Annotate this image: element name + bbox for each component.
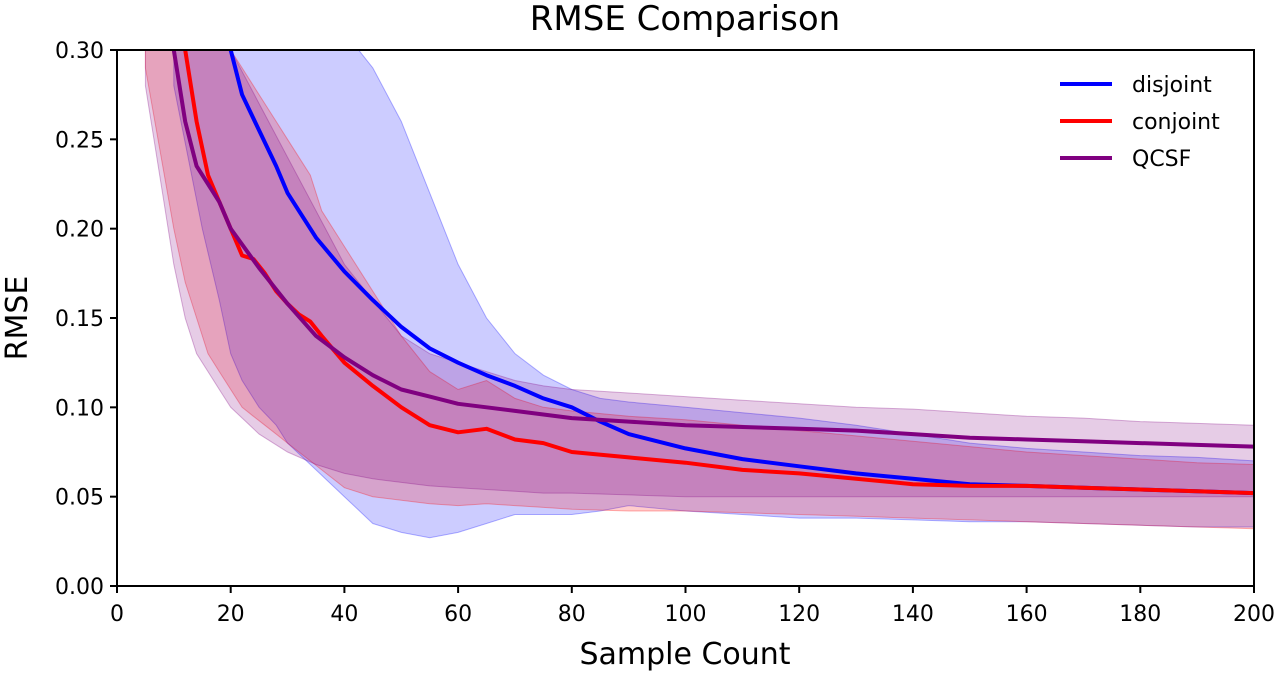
band-conjoint [144, 50, 1254, 530]
y-tick-label: 0.20 [55, 218, 104, 243]
uncertainty-bands [144, 50, 1254, 539]
chart-title: RMSE Comparison [530, 0, 840, 39]
y-tick-label: 0.10 [55, 396, 104, 421]
x-tick-label: 40 [330, 602, 358, 627]
legend-label-qcsf: QCSF [1132, 147, 1191, 172]
x-tick-label: 160 [1006, 602, 1048, 627]
x-tick-label: 60 [444, 602, 472, 627]
band-qcsf [144, 50, 1254, 498]
x-tick-label: 80 [558, 602, 586, 627]
legend-label-conjoint: conjoint [1132, 110, 1220, 135]
x-tick-label: 140 [892, 602, 934, 627]
x-tick-label: 200 [1233, 602, 1275, 627]
x-tick-label: 180 [1119, 602, 1161, 627]
x-tick-label: 100 [665, 602, 707, 627]
x-axis: 0 20 40 60 80 100 120 140 160 180 200 [110, 586, 1275, 627]
x-tick-label: 0 [110, 602, 124, 627]
line-qcsf [171, 50, 1254, 449]
y-tick-label: 0.30 [55, 39, 104, 64]
y-tick-label: 0.05 [55, 486, 104, 511]
y-tick-label: 0.25 [55, 128, 104, 153]
y-axis-label: RMSE [0, 276, 35, 361]
legend-label-disjoint: disjoint [1132, 73, 1212, 98]
y-axis: 0.00 0.05 0.10 0.15 0.20 0.25 0.30 [55, 39, 117, 600]
y-tick-label: 0.00 [55, 575, 104, 600]
x-tick-label: 120 [778, 602, 820, 627]
legend: disjoint conjoint QCSF [1060, 73, 1220, 172]
x-tick-label: 20 [217, 602, 245, 627]
x-axis-label: Sample Count [579, 637, 790, 672]
band-disjoint [173, 50, 1254, 539]
y-tick-label: 0.15 [55, 307, 104, 332]
series-lines [171, 50, 1254, 496]
